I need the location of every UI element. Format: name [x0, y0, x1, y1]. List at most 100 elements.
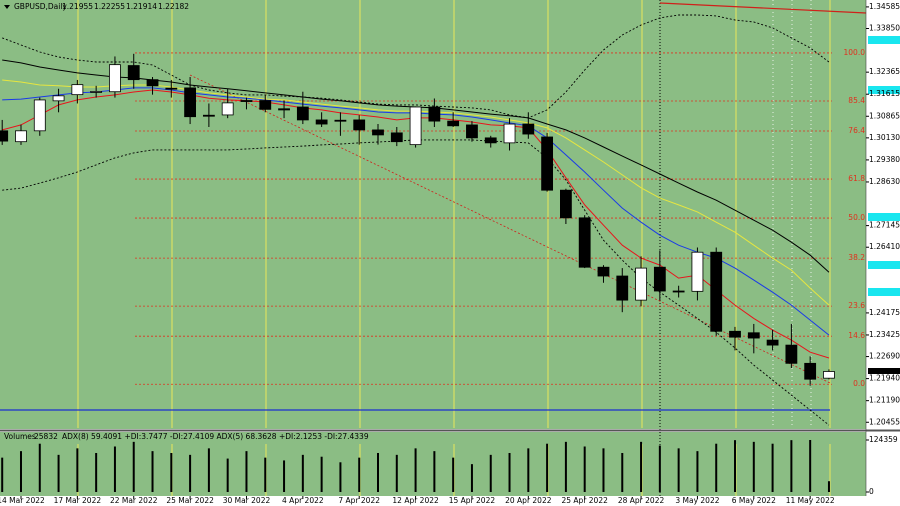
volume-bar: [245, 451, 248, 492]
fib-label: 61.8: [848, 174, 865, 183]
volume-bar: [207, 448, 210, 492]
fib-label: 50.0: [848, 213, 865, 222]
volume-bar: [151, 451, 154, 492]
x-tick-label: 17 Mar 2022: [54, 496, 102, 505]
volume-bar: [696, 451, 699, 492]
volume-bar: [658, 445, 661, 492]
candle-body: [52, 95, 65, 102]
y-tick-label: 1.28630: [869, 177, 900, 186]
candle-body: [334, 119, 347, 122]
volume-bar: [19, 451, 22, 492]
volume-bar: [226, 458, 229, 492]
candle-body: [578, 217, 591, 268]
x-tick-label: 30 Mar 2022: [223, 496, 271, 505]
level-highlight: [868, 213, 900, 221]
volume-bar: [38, 443, 41, 492]
volume-bar: [283, 460, 286, 492]
volume-bar: [527, 448, 530, 492]
volume-bar: [470, 464, 473, 492]
volume-bar: [452, 457, 455, 492]
volume-bar: [57, 454, 60, 492]
x-tick-label: 20 Apr 2022: [505, 496, 552, 505]
trend-line: [659, 2, 867, 14]
volume-bar: [132, 441, 135, 492]
candle-body: [353, 119, 366, 131]
fib-label: 14.6: [848, 331, 865, 340]
candle-body: [653, 266, 666, 292]
level-highlight: [868, 288, 900, 296]
candle-body: [315, 119, 328, 125]
candle-body: [447, 120, 460, 127]
volume-bar: [602, 448, 605, 492]
x-tick-label: 3 May 2022: [675, 496, 719, 505]
volume-bar: [752, 441, 755, 492]
indicator-text: ADX(8) 59.4091 +DI:3.7477 -DI:27.4109 AD…: [62, 432, 369, 441]
y-tick-label: 1.21190: [869, 396, 900, 405]
volume-title: Volumes: [4, 432, 36, 441]
y-tick-label: 1.34585: [869, 2, 900, 11]
volume-bar: [301, 454, 304, 492]
candle-body: [278, 108, 290, 111]
volume-tick-label: 0: [869, 487, 874, 496]
volume-bar: [827, 481, 830, 492]
fib-label: 23.6: [848, 301, 865, 310]
y-tick-label: 1.29380: [869, 155, 900, 164]
level-highlight: [868, 261, 900, 269]
x-tick-label: 15 Apr 2022: [449, 496, 496, 505]
y-tick-label: 1.23425: [869, 330, 900, 339]
volume-bar: [508, 452, 511, 492]
x-tick-label: 7 Apr 2022: [338, 496, 380, 505]
x-tick-label: 4 Apr 2022: [282, 496, 324, 505]
last-high: 1.22255: [94, 2, 125, 11]
level-highlight: [868, 36, 900, 44]
volume-bar: [734, 440, 737, 492]
x-tick-label: 14 Mar 2022: [0, 496, 45, 505]
y-tick-label: 1.20455: [869, 417, 900, 426]
volume-bar: [583, 446, 586, 492]
x-tick-label: 22 Mar 2022: [110, 496, 158, 505]
candle-body: [503, 123, 516, 144]
indicator-line: [2, 14, 830, 119]
candle-body: [90, 91, 103, 93]
y-tick-label: 1.30865: [869, 111, 900, 120]
volume-bar: [113, 446, 116, 492]
last-close: 1.22182: [158, 2, 189, 11]
y-tick-label: 1.21940: [869, 374, 900, 383]
candle-body: [165, 87, 178, 90]
candle-body: [390, 132, 403, 143]
level-highlight: [868, 86, 900, 94]
y-tick-label: 1.33850: [869, 24, 900, 33]
y-tick-label: 1.24175: [869, 308, 900, 317]
candle-body: [541, 136, 554, 191]
volume-bar: [339, 462, 342, 492]
candle-body: [672, 290, 685, 293]
volume-bar: [76, 448, 79, 492]
candle-body: [0, 130, 9, 142]
candle-body: [710, 251, 723, 332]
volume-bar: [264, 457, 267, 492]
candle-body: [109, 64, 121, 93]
price-marker: [868, 368, 900, 374]
candle-body: [409, 106, 422, 146]
candle-body: [202, 114, 215, 117]
candle-body: [240, 100, 253, 102]
x-tick-label: 28 Apr 2022: [618, 496, 665, 505]
candle-body: [766, 339, 779, 346]
volume-bar: [621, 452, 624, 492]
candle-body: [33, 99, 46, 132]
candle-body: [635, 267, 647, 301]
x-tick-label: 25 Mar 2022: [166, 496, 214, 505]
volume-bar: [395, 454, 398, 492]
candle-body: [428, 106, 441, 122]
volume-bar: [771, 443, 774, 492]
volume-bar: [377, 452, 379, 492]
candle-body: [597, 266, 610, 277]
x-tick-label: 6 May 2022: [732, 496, 776, 505]
candle-body: [466, 124, 478, 139]
volume-bar: [433, 451, 436, 492]
volume-bar: [189, 454, 192, 492]
volume-bar: [1, 457, 4, 492]
candle-body: [691, 251, 704, 292]
candle-body: [221, 102, 234, 116]
x-tick-label: 25 Apr 2022: [562, 496, 609, 505]
